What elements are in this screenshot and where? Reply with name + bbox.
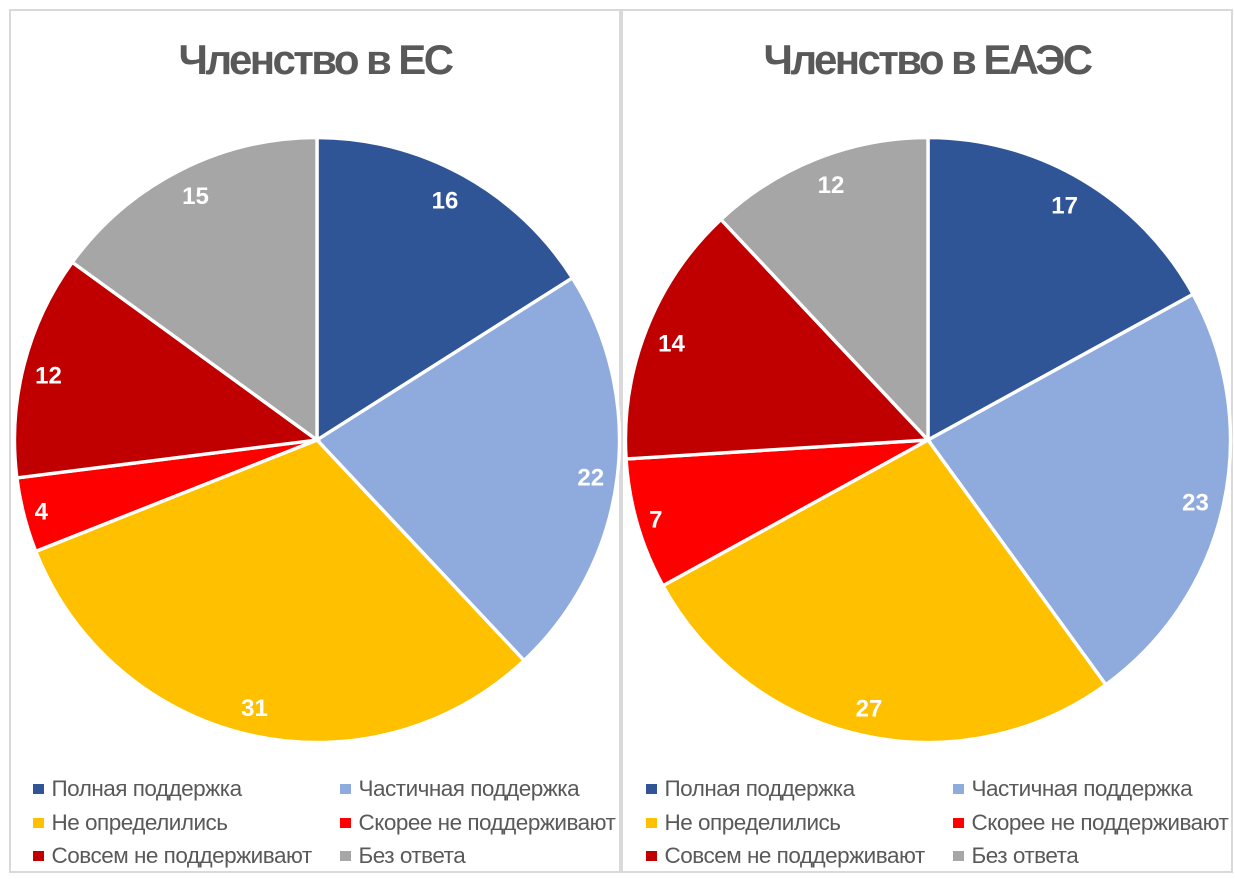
svg-text:12: 12: [35, 363, 62, 390]
svg-text:16: 16: [432, 187, 459, 214]
svg-text:23: 23: [1182, 489, 1209, 516]
svg-text:15: 15: [182, 183, 209, 210]
svg-text:27: 27: [856, 696, 883, 723]
svg-text:14: 14: [658, 331, 685, 358]
svg-text:12: 12: [818, 172, 845, 199]
svg-text:17: 17: [1051, 193, 1078, 220]
svg-text:22: 22: [577, 465, 604, 492]
svg-text:7: 7: [649, 506, 662, 533]
svg-text:4: 4: [35, 498, 49, 525]
svg-text:31: 31: [241, 695, 268, 722]
